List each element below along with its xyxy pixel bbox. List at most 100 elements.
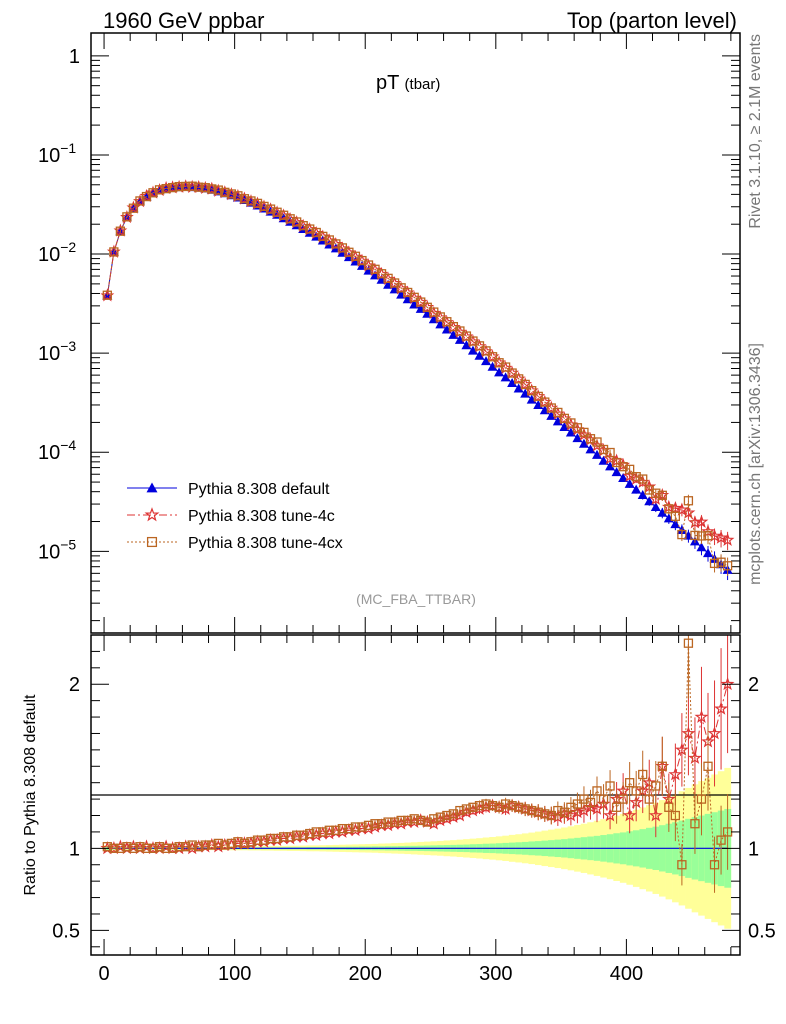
- data-point: [109, 843, 119, 853]
- main-title-text: pT: [376, 72, 399, 94]
- ratio-series: [100, 635, 735, 893]
- data-point: [688, 750, 702, 764]
- data-point: [422, 302, 432, 312]
- y-tick-label: 1: [69, 46, 80, 68]
- data-point: [677, 860, 687, 870]
- data-point: [403, 287, 413, 298]
- data-point: [357, 822, 367, 832]
- data-point: [146, 536, 158, 548]
- data-point: [598, 444, 609, 455]
- data-point: [546, 810, 556, 821]
- data-point: [690, 819, 700, 829]
- data-point: [435, 312, 445, 322]
- data-point: [265, 204, 276, 214]
- data-point: [553, 805, 563, 816]
- data-point: [513, 383, 524, 393]
- data-point: [181, 181, 191, 192]
- data-point: [331, 825, 341, 835]
- ratio-y-tick-label: 0.5: [748, 920, 776, 942]
- data-point: [389, 278, 400, 288]
- data-point: [598, 455, 609, 465]
- data-point: [714, 530, 728, 544]
- header-left: 1960 GeV ppbar: [103, 8, 264, 33]
- data-point: [579, 794, 589, 804]
- data-point: [683, 496, 694, 506]
- data-point: [527, 386, 537, 396]
- y-tick-label: 10−3: [38, 338, 76, 365]
- data-point: [115, 226, 126, 236]
- data-point: [648, 808, 663, 822]
- data-point: [318, 827, 328, 837]
- data-point: [461, 804, 472, 814]
- data-point: [638, 474, 648, 484]
- legend-label: Pythia 8.308 default: [188, 481, 330, 498]
- data-point: [585, 434, 596, 444]
- data-point: [720, 532, 735, 546]
- main-title-sub: (tbar): [405, 76, 441, 93]
- watermark: (MC_FBA_TTBAR): [356, 591, 476, 607]
- data-point: [141, 843, 152, 853]
- data-point: [668, 767, 683, 781]
- data-point: [722, 561, 733, 571]
- data-point: [657, 490, 667, 500]
- data-point: [396, 283, 406, 293]
- data-point: [220, 187, 230, 198]
- ratio-y-tick-label: 0.5: [52, 920, 80, 942]
- x-tick-label: 300: [479, 963, 512, 985]
- data-point: [566, 418, 576, 428]
- data-point: [494, 802, 504, 812]
- data-point: [709, 860, 720, 870]
- data-point: [285, 214, 295, 224]
- data-point: [239, 194, 250, 204]
- data-point: [650, 502, 661, 512]
- data-point: [546, 410, 557, 420]
- data-point: [468, 336, 478, 346]
- data-point: [298, 830, 308, 840]
- data-point: [657, 507, 668, 517]
- data-point: [618, 462, 628, 472]
- main-series-2: [102, 181, 733, 576]
- data-point: [435, 812, 445, 822]
- data-point: [272, 207, 282, 217]
- ratio-frame: [90, 634, 741, 956]
- data-point: [442, 317, 452, 327]
- data-point: [675, 742, 689, 756]
- main-series: [100, 179, 735, 581]
- data-point: [514, 802, 524, 812]
- data-point: [681, 505, 696, 519]
- data-point: [624, 478, 635, 488]
- data-point: [605, 461, 616, 471]
- ratio-line: [107, 643, 728, 865]
- data-point: [566, 802, 576, 812]
- data-point: [220, 840, 230, 850]
- data-point: [337, 823, 348, 834]
- data-point: [233, 837, 243, 847]
- data-point: [520, 379, 530, 390]
- data-point: [494, 367, 505, 377]
- data-point: [720, 676, 735, 691]
- data-point: [520, 804, 530, 814]
- data-point: [618, 472, 629, 482]
- data-point: [644, 496, 655, 506]
- data-point: [311, 827, 321, 837]
- data-point: [109, 247, 119, 257]
- data-point: [598, 794, 609, 804]
- data-point: [403, 815, 413, 826]
- data-point: [703, 761, 713, 771]
- data-point: [252, 198, 263, 209]
- data-point: [670, 519, 681, 529]
- data-point: [474, 801, 485, 811]
- data-point: [187, 840, 197, 850]
- x-tick-label: 400: [610, 963, 643, 985]
- data-point: [611, 467, 622, 477]
- data-point: [533, 391, 543, 402]
- data-point: [200, 840, 210, 850]
- data-point: [161, 183, 171, 194]
- data-point: [651, 488, 661, 498]
- data-point: [664, 504, 674, 514]
- data-point: [714, 701, 728, 715]
- data-point: [487, 801, 498, 811]
- data-point: [707, 726, 722, 740]
- data-point: [389, 817, 400, 827]
- y-tick-label: 10−5: [38, 536, 76, 563]
